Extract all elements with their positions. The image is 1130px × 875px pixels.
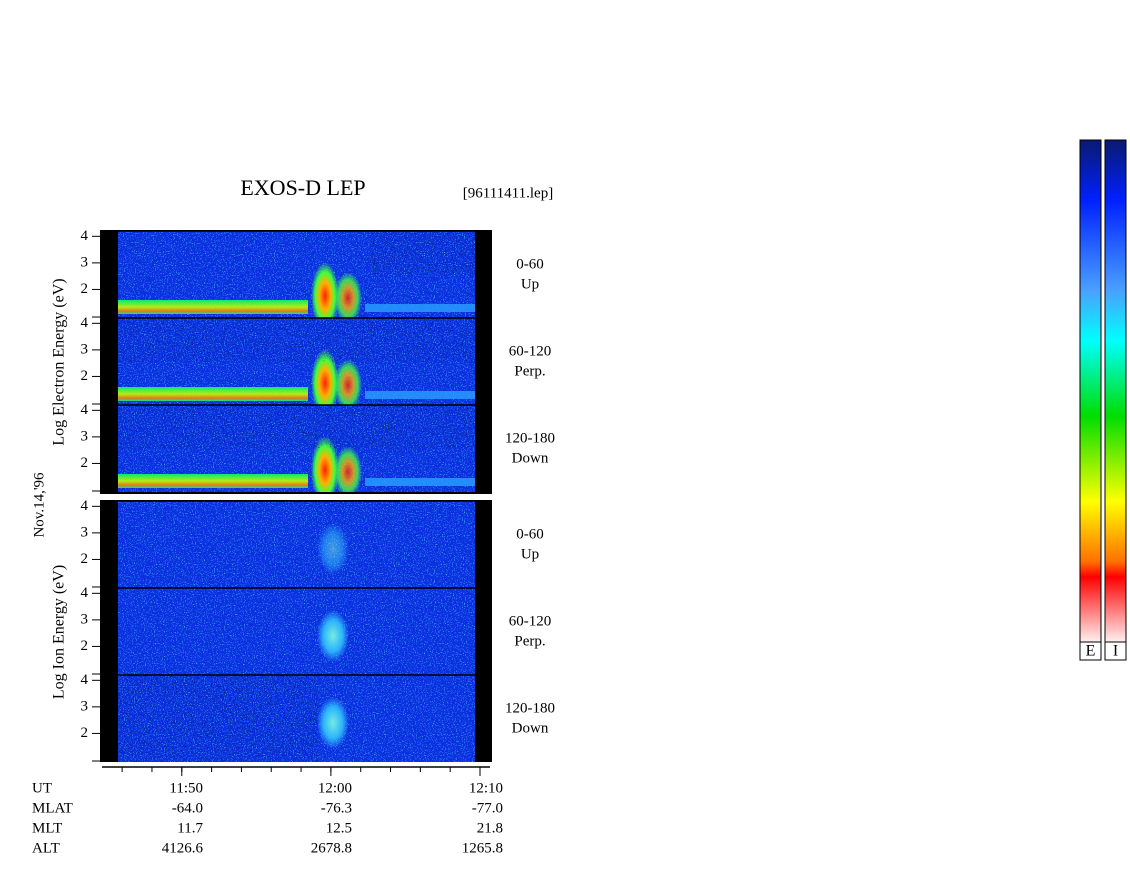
y-tick-label: 3 [81,254,89,270]
panel-range: 0-60 [516,256,544,272]
colorbar-label-box [1079,641,1102,661]
burst [311,262,339,318]
y-axis-label: Log Electron Energy (eV) [51,278,68,445]
panel-direction: Perp. [514,633,545,649]
low-energy-band [118,474,308,488]
ephemeris-value: 4126.6 [162,840,204,856]
colorbar-label-box [1104,641,1127,661]
y-tick-label: 3 [81,611,89,627]
y-tick-label: 3 [81,428,89,444]
spectrogram-noise [118,588,475,675]
low-energy-band [365,304,475,312]
y-tick-label: 4 [81,315,89,331]
panel-range: 120-180 [505,700,555,716]
ephemeris-label: MLAT [32,800,73,816]
spectrogram [118,501,475,588]
panel-range: 0-60 [516,526,544,542]
colorbars: E I [1079,139,1127,661]
y-tick-label: 3 [81,698,89,714]
ephemeris-value: -77.0 [472,800,503,816]
ephemeris-value: -76.3 [321,800,352,816]
x-tick-label: 12:00 [318,780,352,796]
burst [334,359,362,405]
ephemeris-label: ALT [32,840,60,856]
spectrogram [118,405,475,492]
y-tick-label: 2 [81,638,89,654]
low-energy-band [118,300,308,314]
y-tick-label: 2 [81,725,89,741]
panel-direction: Up [521,276,539,292]
colorbar [1104,139,1127,643]
spectrogram-panel [118,230,475,318]
ephemeris-value: 11.7 [177,820,203,836]
ephemeris-value: 2678.8 [311,840,352,856]
ion-v [317,696,349,749]
y-tick-label: 4 [81,498,89,514]
x-tick-label: 11:50 [169,780,203,796]
date-label: Nov.14,'96 [31,472,47,538]
colorbar-label: I [1113,643,1118,660]
burst [311,436,339,492]
y-tick-label: 4 [81,672,89,688]
panel-direction: Down [512,450,549,466]
ion-v [317,609,349,662]
y-tick-label: 3 [81,524,89,540]
ephemeris-value: -64.0 [172,800,203,816]
y-tick-label: 2 [81,368,89,384]
ephemeris-value: 1265.8 [462,840,503,856]
y-tick-label: 2 [81,551,89,567]
species-gap [100,494,492,500]
y-tick-label: 3 [81,341,89,357]
ion-v [317,522,349,575]
spectrogram-panel [118,500,475,588]
y-tick-label: 4 [81,402,89,418]
burst [311,349,339,405]
y-tick-label: 2 [81,281,89,297]
spectrogram [118,588,475,675]
spectrogram-panel [118,404,475,492]
panel-direction: Up [521,546,539,562]
ephemeris-value: 21.8 [477,820,503,836]
panel-direction: Perp. [514,363,545,379]
dark-speckle [118,675,318,762]
burst [334,272,362,318]
spectrogram [118,675,475,762]
low-energy-band [118,387,308,401]
burst [334,446,362,492]
panel-range: 60-120 [509,343,552,359]
y-axis-label: Log Ion Energy (eV) [51,565,68,699]
spectrogram-panel [118,587,475,675]
spectrogram-panel [118,674,475,762]
y-tick-label: 4 [81,585,89,601]
spectrogram-noise [118,501,475,588]
spectrogram [118,231,475,318]
panel-range: 120-180 [505,430,555,446]
panel-direction: Down [512,720,549,736]
dark-speckle [370,231,475,275]
ephemeris-label: UT [32,780,52,796]
colorbar [1079,139,1102,643]
x-tick-label: 12:10 [469,780,503,796]
dark-speckle [118,405,475,449]
panel-range: 60-120 [509,613,552,629]
y-tick-label: 2 [81,455,89,471]
low-energy-band [365,391,475,399]
spectrogram [118,318,475,405]
title: EXOS-D LEP [240,175,365,200]
file-name: [96111411.lep] [463,185,553,201]
ephemeris-value: 12.5 [326,820,352,836]
colorbar-label: E [1086,643,1096,660]
low-energy-band [365,478,475,486]
spectrogram-panel [118,317,475,405]
ephemeris-label: MLT [32,820,62,836]
y-tick-label: 4 [81,228,89,244]
dark-speckle [118,318,475,362]
